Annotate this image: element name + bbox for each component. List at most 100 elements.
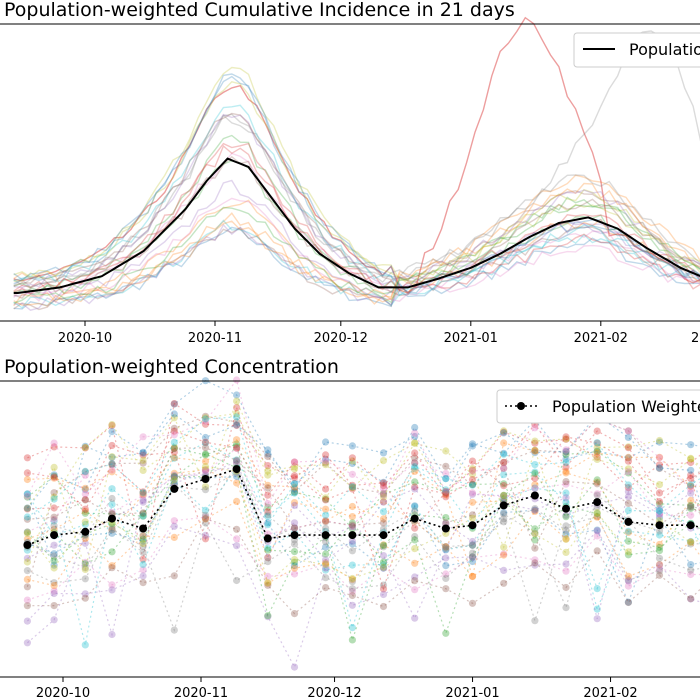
region-point	[201, 466, 210, 474]
region-point	[687, 496, 695, 505]
region-point	[264, 544, 272, 552]
region-point	[687, 538, 695, 546]
region-point	[23, 617, 31, 625]
region-point	[562, 480, 570, 488]
region-point	[108, 494, 116, 503]
region-point	[139, 489, 147, 497]
region-point	[290, 610, 299, 618]
region-point	[624, 551, 633, 559]
region-point	[50, 463, 58, 471]
region-point	[290, 524, 299, 532]
region-point	[233, 525, 241, 533]
region-point	[139, 491, 147, 499]
region-point	[290, 485, 299, 493]
region-point	[624, 444, 633, 452]
region-point	[379, 490, 388, 498]
region-point	[624, 493, 633, 501]
region-point	[322, 518, 330, 526]
region-series-line	[26, 412, 700, 563]
region-point	[468, 541, 477, 549]
region-point	[108, 630, 116, 639]
region-point	[562, 448, 570, 456]
region-point	[379, 558, 388, 566]
region-point	[442, 489, 450, 497]
region-point	[108, 526, 116, 534]
region-point	[170, 410, 178, 418]
region-point	[468, 466, 477, 474]
region-point	[531, 424, 539, 432]
region-point	[624, 576, 633, 584]
region-point	[201, 451, 210, 459]
region-point	[562, 526, 570, 534]
weighted-point	[593, 498, 602, 507]
region-point	[468, 511, 477, 519]
top-tick-label: 2020-10	[58, 331, 112, 346]
region-point	[23, 454, 31, 462]
bottom-legend-label: Population Weighted	[552, 397, 700, 416]
region-point	[531, 474, 539, 482]
region-point	[500, 492, 508, 500]
weighted-point	[348, 531, 357, 540]
region-point	[468, 553, 477, 561]
region-point	[442, 491, 450, 499]
region-point	[655, 531, 664, 539]
region-point	[411, 483, 419, 491]
region-point	[531, 469, 539, 478]
region-point	[264, 579, 272, 587]
region-point	[655, 527, 664, 535]
region-point	[593, 480, 601, 488]
top-legend-box	[573, 32, 700, 68]
region-point	[170, 448, 178, 456]
region-point	[264, 579, 272, 587]
region-point	[655, 438, 664, 446]
region-point	[108, 524, 116, 532]
region-series-line	[13, 75, 700, 298]
region-point	[411, 503, 419, 511]
region-point	[411, 545, 419, 553]
weighted-series-line	[13, 157, 700, 294]
region-point	[687, 466, 695, 474]
region-point	[500, 471, 508, 479]
top-tick-label: 2021-03	[691, 331, 700, 346]
region-point	[687, 482, 695, 490]
region-point	[379, 515, 388, 523]
region-point	[108, 564, 116, 572]
region-point	[655, 565, 664, 573]
region-point	[500, 429, 508, 437]
region-point	[81, 539, 89, 547]
region-point	[23, 602, 31, 610]
region-point	[50, 439, 58, 447]
region-point	[81, 442, 89, 450]
region-point	[687, 485, 695, 493]
region-point	[562, 447, 570, 455]
region-point	[379, 498, 388, 506]
region-point	[81, 558, 89, 566]
region-point	[170, 400, 178, 408]
region-point	[322, 524, 330, 533]
region-point	[322, 517, 330, 525]
region-point	[593, 455, 601, 463]
bottom-chart-x-ticks: 2020-102020-112020-122021-012021-022021-…	[36, 677, 638, 700]
region-point	[201, 519, 210, 527]
region-series-line	[13, 30, 700, 287]
region-point	[108, 460, 116, 468]
region-point	[322, 495, 330, 503]
region-point	[655, 464, 664, 473]
region-point	[442, 488, 450, 496]
region-point	[468, 481, 477, 489]
region-point	[290, 458, 299, 466]
region-point	[624, 465, 633, 473]
region-point	[50, 495, 58, 503]
region-point	[655, 567, 664, 575]
region-point	[81, 495, 89, 504]
region-point	[624, 506, 633, 515]
region-point	[442, 490, 450, 498]
weighted-point	[139, 524, 148, 533]
region-point	[468, 440, 477, 448]
region-point	[264, 484, 272, 492]
region-point	[233, 421, 241, 430]
region-point	[500, 491, 508, 499]
region-point	[468, 490, 477, 498]
region-point	[593, 448, 601, 456]
region-point	[201, 450, 210, 458]
